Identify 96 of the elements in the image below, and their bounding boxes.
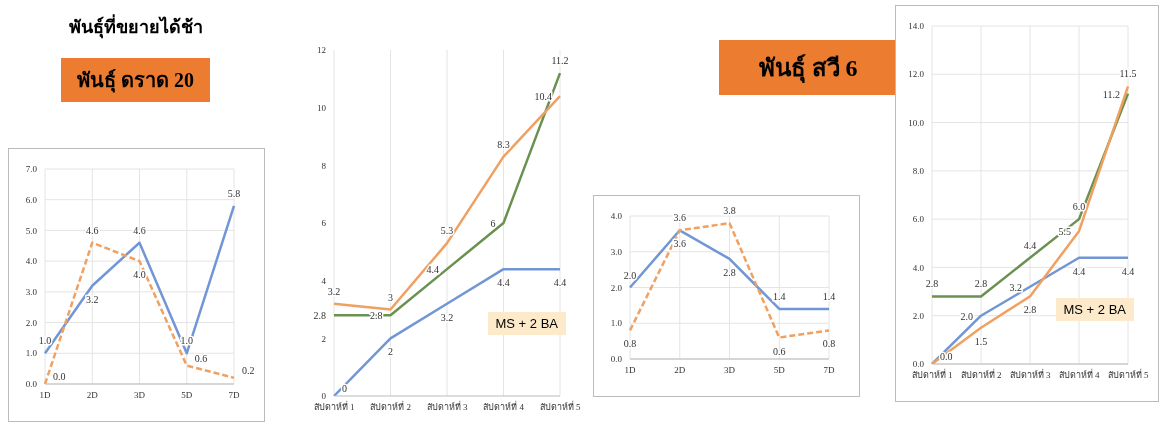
x-tick-label: 7D bbox=[823, 365, 835, 376]
data-label: 4.0 bbox=[133, 269, 146, 281]
x-tick-label: 1D bbox=[39, 390, 51, 401]
x-tick-label: สัปดาห์ที่ 4 bbox=[1058, 368, 1100, 381]
x-tick-label: สัปดาห์ที่ 4 bbox=[483, 400, 525, 413]
data-label: 2.0 bbox=[623, 269, 637, 281]
x-tick-label: 7D bbox=[228, 390, 240, 401]
data-label: 6 bbox=[490, 218, 496, 229]
y-tick-label: 0.0 bbox=[610, 354, 623, 365]
y-tick-label: 6 bbox=[321, 218, 327, 229]
y-tick-label: 0.0 bbox=[25, 379, 38, 390]
data-label: 4.4 bbox=[1023, 239, 1037, 251]
y-tick-label: 4.0 bbox=[912, 262, 925, 273]
data-label: 1.4 bbox=[822, 290, 836, 302]
data-label: 2 bbox=[388, 346, 393, 358]
x-tick-label: 3D bbox=[134, 390, 146, 401]
data-label: 0.8 bbox=[822, 338, 836, 350]
x-tick-label: 5D bbox=[181, 390, 193, 401]
data-label: 2.0 bbox=[960, 310, 973, 322]
data-label: 2.8 bbox=[723, 266, 736, 278]
data-label: 0.8 bbox=[623, 338, 637, 350]
data-label: 3.2 bbox=[1009, 281, 1022, 293]
y-tick-label: 6.0 bbox=[912, 214, 925, 225]
y-tick-label: 1.0 bbox=[610, 318, 623, 329]
y-tick-label: 4 bbox=[321, 275, 327, 286]
x-tick-label: สัปดาห์ที่ 3 bbox=[426, 400, 468, 413]
data-label: 4.4 bbox=[1121, 265, 1135, 277]
x-tick-label: สัปดาห์ที่ 1 bbox=[313, 400, 355, 413]
x-tick-label: 3D bbox=[724, 365, 736, 376]
data-label: 0.0 bbox=[940, 351, 953, 362]
y-tick-label: 8 bbox=[321, 160, 327, 171]
data-label: 11.2 bbox=[551, 55, 569, 67]
data-label: 0.6 bbox=[773, 345, 786, 357]
data-label: 1.5 bbox=[974, 335, 988, 347]
x-tick-label: สัปดาห์ที่ 5 bbox=[539, 400, 581, 413]
data-label: 3.6 bbox=[673, 212, 686, 224]
data-label: 3 bbox=[388, 291, 393, 303]
x-tick-label: สัปดาห์ที่ 3 bbox=[1009, 368, 1051, 381]
y-tick-label: 2 bbox=[321, 333, 326, 344]
y-tick-label: 7.0 bbox=[25, 164, 38, 175]
data-label: 3.8 bbox=[723, 205, 736, 217]
annotation: MS + 2 BA bbox=[1055, 298, 1134, 321]
x-tick-label: 1D bbox=[624, 365, 636, 376]
y-tick-label: 3.0 bbox=[25, 287, 38, 298]
y-tick-label: 0.0 bbox=[912, 359, 925, 370]
data-label: 2.8 bbox=[974, 278, 988, 290]
data-label: 0.0 bbox=[53, 371, 66, 382]
data-label: 3.2 bbox=[86, 293, 99, 305]
x-tick-label: สัปดาห์ที่ 5 bbox=[1107, 368, 1149, 381]
data-label: 3.2 bbox=[440, 311, 454, 323]
y-tick-label: 3.0 bbox=[610, 246, 623, 257]
data-label: 3.6 bbox=[673, 238, 686, 250]
y-tick-label: 1.0 bbox=[25, 348, 38, 359]
data-label: 0.6 bbox=[194, 352, 208, 364]
data-label: 5.3 bbox=[440, 225, 454, 237]
y-tick-label: 12.0 bbox=[908, 69, 925, 80]
data-label: 11.5 bbox=[1119, 68, 1137, 80]
y-tick-label: 14.0 bbox=[908, 21, 925, 32]
data-label: 4.6 bbox=[86, 224, 99, 236]
y-tick-label: 12 bbox=[317, 45, 326, 56]
x-tick-label: สัปดาห์ที่ 2 bbox=[370, 400, 411, 413]
y-tick-label: 4.0 bbox=[25, 256, 38, 267]
data-label: 0.2 bbox=[242, 364, 255, 376]
data-label: 5.8 bbox=[227, 187, 241, 199]
annotation: MS + 2 BA bbox=[487, 312, 566, 335]
x-tick-label: 2D bbox=[674, 365, 686, 376]
y-tick-label: 0 bbox=[321, 391, 327, 402]
chart-title: พันธุ์ สวี 6 bbox=[718, 40, 898, 95]
data-label: 1.0 bbox=[38, 335, 52, 347]
x-tick-label: สัปดาห์ที่ 1 bbox=[911, 368, 953, 381]
y-tick-label: 5.0 bbox=[25, 225, 38, 236]
data-label: 4.4 bbox=[553, 277, 567, 289]
data-label: 2.8 bbox=[1023, 304, 1037, 316]
data-label: 3.2 bbox=[327, 285, 341, 297]
y-tick-label: 8.0 bbox=[912, 166, 925, 177]
data-label: 4.4 bbox=[1072, 265, 1086, 277]
y-tick-label: 10.0 bbox=[908, 117, 925, 128]
chart-subtitle: พันธุ์ ดราด 20 bbox=[61, 58, 210, 102]
data-label: 2.8 bbox=[313, 310, 326, 322]
data-label: 2.8 bbox=[925, 278, 939, 290]
y-tick-label: 4.0 bbox=[610, 211, 623, 222]
y-tick-label: 2.0 bbox=[610, 282, 623, 293]
x-tick-label: สัปดาห์ที่ 2 bbox=[960, 368, 1002, 381]
data-label: 4.4 bbox=[426, 264, 439, 276]
data-label: 0 bbox=[342, 383, 347, 394]
y-tick-label: 2.0 bbox=[25, 317, 38, 328]
y-tick-label: 10 bbox=[317, 102, 327, 113]
data-label: 4.4 bbox=[497, 277, 510, 289]
data-label: 4.6 bbox=[133, 224, 146, 236]
data-label: 11.2 bbox=[1102, 88, 1120, 100]
x-tick-label: 5D bbox=[773, 365, 786, 376]
data-label: 1.4 bbox=[773, 290, 786, 302]
y-tick-label: 2.0 bbox=[912, 310, 925, 321]
y-tick-label: 6.0 bbox=[25, 194, 38, 205]
x-tick-label: 2D bbox=[86, 390, 99, 401]
data-label: 8.3 bbox=[497, 138, 510, 150]
